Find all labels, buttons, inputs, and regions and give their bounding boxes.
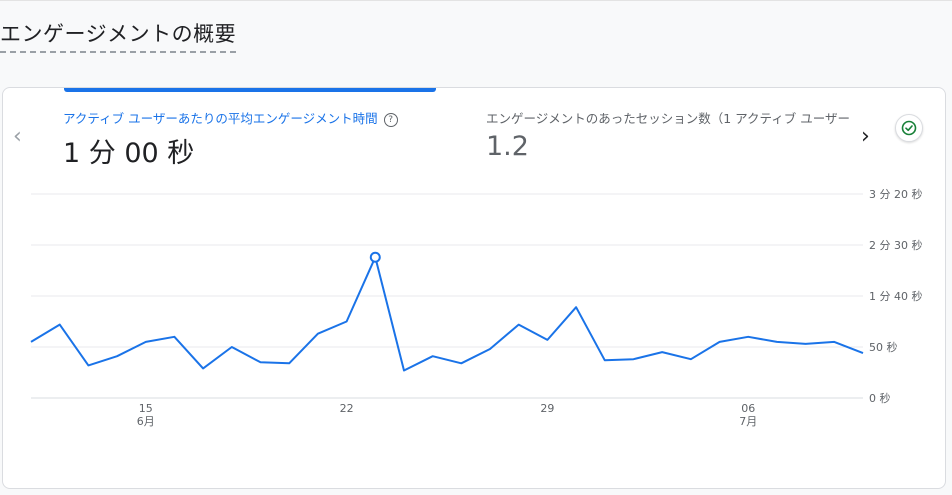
chevron-left-icon[interactable]: ‹	[13, 124, 22, 149]
x-tick-label: 06	[741, 402, 755, 415]
top-divider	[0, 0, 952, 1]
y-tick-label: 3 分 20 秒	[869, 187, 923, 201]
metric-tab-engaged-sessions[interactable]: エンゲージメントのあったセッション数（1 アクティブ ユーザーあたり） 1.2	[486, 108, 851, 162]
x-tick-sublabel: 7月	[739, 415, 757, 428]
y-tick-label: 2 分 30 秒	[869, 238, 923, 252]
x-tick-sublabel: 6月	[137, 415, 155, 428]
metric-value: 1 分 00 秒	[63, 138, 195, 169]
page-title: エンゲージメントの概要	[0, 18, 237, 53]
y-tick-label: 0 秒	[869, 391, 891, 405]
metric-value: 1.2	[486, 131, 529, 162]
y-tick-label: 50 秒	[869, 340, 898, 354]
x-tick-label: 22	[340, 402, 354, 415]
series-line	[30, 256, 864, 372]
check-circle-icon[interactable]	[895, 114, 923, 142]
metric-tab-avg-engagement-time[interactable]: アクティブ ユーザーあたりの平均エンゲージメント時間? 1 分 00 秒	[63, 108, 398, 170]
highlighted-data-point	[369, 251, 381, 263]
help-circle-icon[interactable]: ?	[383, 112, 398, 127]
x-tick-label: 15	[139, 402, 153, 415]
chevron-right-icon[interactable]: ›	[861, 124, 870, 149]
metric-label: エンゲージメントのあったセッション数（1 アクティブ ユーザーあたり）	[486, 111, 851, 126]
metric-label: アクティブ ユーザーあたりの平均エンゲージメント時間	[63, 111, 378, 126]
x-tick-label: 29	[540, 402, 554, 415]
engagement-card: ‹ アクティブ ユーザーあたりの平均エンゲージメント時間? 1 分 00 秒 エ…	[2, 87, 946, 489]
active-metric-indicator	[64, 88, 436, 92]
y-tick-label: 1 分 40 秒	[869, 289, 923, 303]
